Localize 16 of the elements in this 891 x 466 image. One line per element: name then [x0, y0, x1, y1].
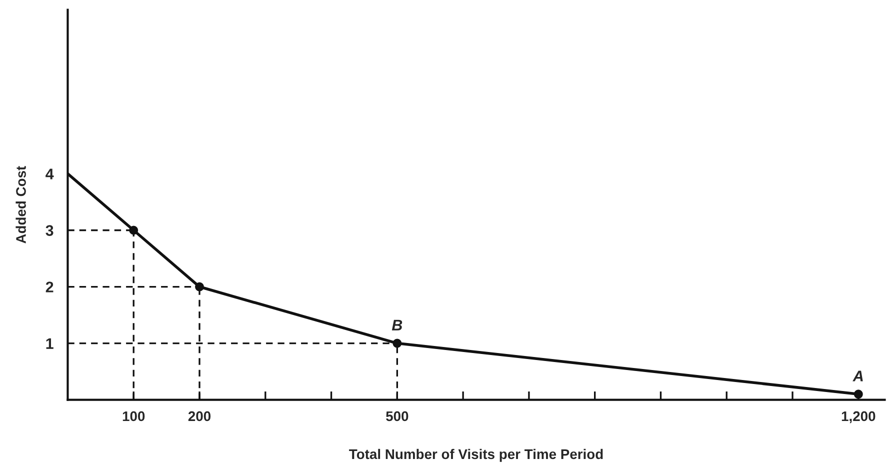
x-tick-label: 500: [386, 411, 408, 422]
point: [129, 226, 138, 235]
point: [392, 338, 402, 348]
y-tick-label: 2: [46, 282, 54, 292]
x-tick-label: 200: [188, 411, 211, 422]
annotation: B: [392, 320, 402, 330]
point: [854, 390, 863, 399]
y-tick-label: 1: [46, 338, 54, 349]
point: [195, 282, 204, 292]
y-tick-label: 4: [46, 168, 54, 180]
x-axis-title: Total Number of Visits per Time Period: [349, 448, 603, 462]
x-tick-label: 1,200: [842, 411, 876, 424]
y-tick-label: 3: [46, 225, 54, 236]
x-tick-label: 100: [122, 411, 145, 422]
y-axis-title: Added Cost: [16, 166, 26, 244]
annotation: A: [852, 370, 863, 382]
